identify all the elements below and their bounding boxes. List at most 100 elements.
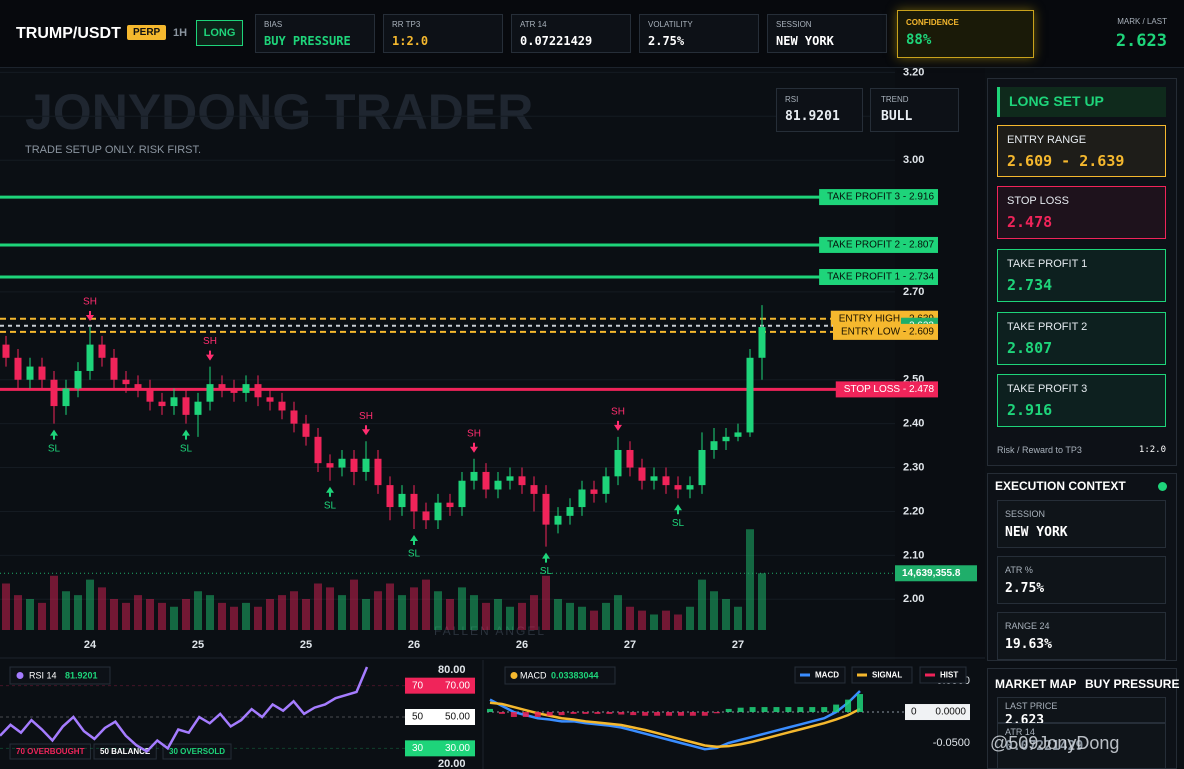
candle-body	[26, 366, 34, 380]
hist-bar	[558, 712, 565, 716]
candle-body	[458, 480, 466, 508]
card-value: 2.75%	[1005, 581, 1045, 596]
signal-label: SL	[48, 443, 61, 454]
volume-bar	[338, 595, 346, 630]
signal-arrow	[86, 311, 94, 322]
signal-arrow	[674, 504, 682, 515]
price-axis-bg	[895, 68, 985, 660]
volume-bar	[386, 583, 394, 630]
y-tick-label: 2.30	[903, 461, 924, 473]
macd-legend-dot	[510, 672, 518, 679]
rsi-level-tag	[405, 677, 475, 694]
candle-body	[362, 458, 370, 472]
candle-body	[110, 357, 118, 380]
candle-body	[482, 471, 490, 490]
hist-bar	[666, 712, 673, 716]
stat: RR TP3 1:2.0	[383, 14, 503, 53]
volume-bar	[266, 599, 274, 630]
candle-body	[266, 397, 274, 402]
candle-body	[398, 493, 406, 508]
candle-body	[134, 384, 142, 389]
volume-bar	[98, 587, 106, 630]
candle-body	[410, 493, 418, 512]
candle-body	[290, 410, 298, 424]
candle-body	[698, 449, 706, 486]
mark-value: 2.623	[1115, 31, 1167, 51]
macd-legend	[504, 666, 616, 685]
candle-body	[566, 507, 574, 516]
candle-body	[350, 458, 358, 472]
hist-bar	[725, 708, 732, 713]
hist-bar	[737, 707, 744, 713]
volume-bar	[614, 595, 622, 630]
badge-value: BULL	[881, 109, 913, 124]
level-tag-text: STOP LOSS - 2.478	[844, 384, 935, 395]
symbol: TRUMP/USDT	[16, 25, 121, 42]
volume-bar	[566, 602, 574, 630]
candle-body	[230, 388, 238, 393]
subtitle: TRADE SETUP ONLY. RISK FIRST.	[25, 144, 201, 156]
hist-bar	[845, 699, 852, 713]
side: LONG	[196, 20, 243, 46]
volume-bar	[314, 583, 322, 630]
rsi-legend	[9, 666, 111, 685]
rsi-badge: RSI 81.9201	[776, 88, 863, 132]
candle-body	[662, 476, 670, 486]
candle-body	[506, 476, 514, 481]
macd-legend-name: HIST	[940, 671, 958, 680]
signal-label: SL	[540, 566, 553, 577]
card-value: 2.807	[1007, 339, 1053, 357]
candle-body	[614, 449, 622, 477]
volume-bar	[710, 591, 718, 630]
card-value: 19.63%	[1005, 637, 1052, 652]
y-tick-label: -0.0500	[933, 737, 970, 749]
card-label: LAST PRICE	[1005, 701, 1058, 711]
volume-bar	[446, 599, 454, 630]
signal-arrow	[206, 350, 214, 361]
candle-body	[14, 357, 22, 380]
card-label: ENTRY RANGE	[1007, 134, 1087, 146]
card-value: NEW YORK	[1005, 525, 1068, 540]
market-card: LAST PRICE 2.623	[997, 697, 1166, 728]
candle-body	[638, 467, 646, 481]
volume-bar	[230, 606, 238, 630]
market-status: BUY PRESSURE	[1085, 677, 1180, 691]
rsi-legend-box	[9, 743, 91, 760]
hist-bar	[809, 707, 816, 713]
stat-label: RR TP3	[392, 20, 421, 29]
context-card: SESSION NEW YORK	[997, 500, 1166, 548]
card-label: ATR 14	[1005, 727, 1035, 737]
stat-label: ATR 14	[520, 20, 547, 29]
volume-bar	[590, 610, 598, 630]
volume-bar	[422, 579, 430, 630]
candle-body	[170, 397, 178, 407]
candle-body	[674, 485, 682, 490]
hist-bar	[487, 708, 493, 713]
card-label: STOP LOSS	[1007, 195, 1069, 207]
volume-bar	[158, 602, 166, 630]
candle-body	[2, 344, 10, 358]
candle-body	[182, 397, 190, 415]
volume-bar	[398, 595, 406, 630]
watermark-handle: @509JonyDong	[990, 733, 1120, 753]
volume-bar	[278, 595, 286, 630]
hist-bar	[785, 707, 792, 713]
volume-bar	[542, 575, 550, 630]
hist-bar	[606, 712, 613, 714]
candle-body	[494, 480, 502, 490]
stat-value: 2.75%	[648, 34, 685, 48]
candle-body	[722, 436, 730, 442]
card-label: TAKE PROFIT 3	[1007, 383, 1088, 395]
stat: VOLATILITY 2.75%	[639, 14, 759, 53]
candle-body	[518, 476, 526, 486]
volume-bar	[626, 606, 634, 630]
y-tick-label: 2.20	[903, 505, 924, 517]
macd-legend-box	[851, 666, 913, 684]
card-label: RANGE 24	[1005, 621, 1050, 631]
volume-bar	[374, 591, 382, 630]
x-tick-label: 25	[300, 639, 312, 651]
x-tick-label: 26	[408, 639, 420, 651]
volume-tag	[895, 565, 977, 582]
level-tag	[819, 189, 938, 206]
